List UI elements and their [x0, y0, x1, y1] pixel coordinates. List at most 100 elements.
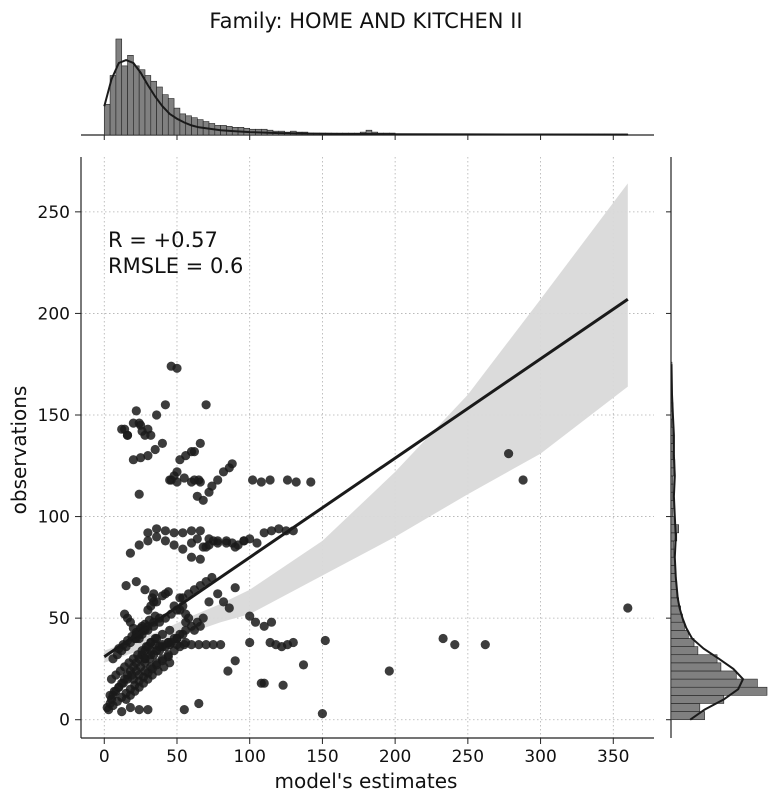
- scatter-point: [207, 572, 217, 583]
- scatter-point: [143, 536, 153, 546]
- scatter-point: [143, 451, 153, 461]
- top-hist-bar: [115, 38, 123, 136]
- x-axis-label: model's estimates: [275, 769, 458, 793]
- scatter-point: [213, 475, 223, 485]
- y-tick-label: 0: [59, 711, 70, 731]
- scatter-point: [160, 400, 170, 410]
- scatter-point: [248, 475, 258, 485]
- scatter-point: [274, 524, 284, 534]
- scatter-point: [282, 475, 293, 485]
- scatter-point: [131, 577, 141, 587]
- scatter-point: [172, 467, 182, 477]
- scatter-point: [204, 597, 214, 607]
- top-hist-bar: [127, 55, 134, 136]
- scatter-point: [298, 660, 309, 670]
- right-hist-bar: [670, 435, 674, 444]
- x-tick-label: 300: [524, 747, 556, 767]
- scatter-point: [256, 678, 266, 688]
- scatter-point: [154, 642, 165, 652]
- scatter-point: [227, 459, 237, 469]
- x-tick-label: 200: [379, 747, 411, 767]
- scatter-point: [450, 640, 460, 650]
- scatter-point: [224, 603, 234, 613]
- right-hist-bar: [670, 451, 674, 460]
- scatter-point: [245, 637, 255, 648]
- x-tick-label: 0: [99, 747, 110, 767]
- right-hist-bar: [670, 638, 695, 647]
- scatter-point: [165, 625, 175, 635]
- x-tick-label: 150: [306, 747, 338, 767]
- scatter-point: [117, 707, 127, 717]
- scatter-point: [207, 481, 217, 491]
- scatter-point: [213, 589, 223, 599]
- scatter-point: [128, 455, 138, 465]
- scatter-point: [163, 637, 173, 648]
- top-hist-bar: [156, 86, 163, 136]
- scatter-point: [288, 637, 298, 648]
- scatter-point: [172, 363, 182, 373]
- scatter-point: [201, 542, 211, 552]
- right-hist-bar: [670, 475, 674, 485]
- x-tick-label: 350: [597, 747, 629, 767]
- tick-labels: 0 50 100 150 200 250 300 350 0 50 100 150 200 250: [38, 203, 630, 767]
- right-hist-bar: [670, 589, 678, 599]
- right-hist-bar: [670, 630, 689, 639]
- scatter-point: [256, 477, 266, 487]
- scatter-point: [140, 585, 150, 595]
- scatter-point: [149, 597, 159, 607]
- scatter-point: [186, 552, 197, 562]
- regression-line: [103, 297, 629, 658]
- right-hist-bar: [670, 686, 768, 696]
- scatter-point: [320, 635, 330, 646]
- scatter-point: [480, 640, 490, 650]
- scatter-point: [143, 528, 153, 538]
- right-hist-bar: [670, 467, 675, 477]
- scatter-point: [230, 583, 240, 593]
- right-hist-bar: [670, 491, 674, 501]
- scatter-point: [198, 613, 208, 623]
- top-hist-bar: [121, 65, 128, 136]
- scatter-point: [194, 698, 204, 709]
- scatter-point: [178, 629, 188, 640]
- scatter-point: [250, 617, 261, 627]
- scatter-point: [213, 538, 223, 548]
- scatter-point: [134, 489, 144, 499]
- scatter-point: [186, 640, 197, 650]
- scatter-point: [198, 495, 208, 505]
- top-hist-bar: [133, 65, 140, 136]
- top-hist-bar: [173, 107, 181, 136]
- x-tick-label: 100: [233, 747, 265, 767]
- right-marginal-histogram: [666, 157, 768, 738]
- scatter-point: [438, 633, 448, 644]
- right-hist-bar: [670, 703, 701, 712]
- scatter-point: [157, 438, 167, 448]
- right-hist-bar: [670, 508, 674, 517]
- y-tick-label: 50: [48, 609, 70, 629]
- scatter-points: [102, 361, 633, 719]
- top-marginal-histogram: [81, 38, 654, 140]
- right-hist-bar: [670, 670, 737, 680]
- scatter-point: [160, 536, 170, 546]
- scatter-point: [221, 536, 231, 546]
- scatter-point: [384, 666, 394, 676]
- scatter-point: [165, 475, 175, 485]
- x-tick-label: 250: [452, 747, 484, 767]
- scatter-point: [175, 455, 185, 465]
- right-kde-curve: [670, 364, 745, 721]
- scatter-point: [152, 410, 162, 420]
- right-hist-bar: [670, 418, 673, 428]
- scatter-point: [259, 621, 269, 631]
- right-hist-bar: [670, 662, 722, 672]
- scatter-point: [194, 475, 204, 485]
- x-tick-label: 50: [166, 747, 188, 767]
- scatter-point: [252, 538, 262, 548]
- scatter-point: [195, 621, 205, 631]
- scatter-point: [178, 544, 188, 554]
- top-hist-bar: [179, 113, 187, 136]
- scatter-point: [186, 477, 197, 487]
- scatter-point: [160, 589, 170, 599]
- right-hist-bar: [670, 695, 725, 704]
- y-axis-label: observations: [7, 386, 31, 515]
- scatter-point: [117, 424, 127, 434]
- scatter-point: [192, 534, 202, 544]
